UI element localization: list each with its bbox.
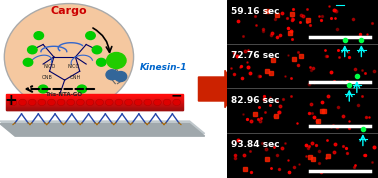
Bar [6, 109, 183, 110]
Circle shape [28, 46, 37, 54]
Bar [6, 100, 183, 101]
Circle shape [57, 99, 65, 106]
Circle shape [96, 99, 104, 106]
Circle shape [48, 99, 55, 106]
Circle shape [23, 58, 33, 66]
Circle shape [76, 99, 84, 106]
Bar [6, 105, 183, 106]
Bar [6, 107, 183, 108]
Text: ONB: ONB [42, 75, 53, 80]
Bar [227, 134, 378, 177]
Bar [6, 106, 183, 107]
Polygon shape [0, 121, 205, 134]
Circle shape [86, 32, 95, 40]
Text: 72.76 sec: 72.76 sec [231, 51, 280, 61]
Text: 82.96 sec: 82.96 sec [231, 96, 280, 105]
Circle shape [19, 99, 26, 106]
Circle shape [153, 99, 161, 106]
Bar [6, 94, 183, 95]
Circle shape [173, 99, 181, 106]
Bar [6, 99, 183, 100]
Bar [227, 45, 378, 88]
Bar [6, 101, 183, 102]
Circle shape [163, 99, 171, 106]
Circle shape [4, 4, 133, 110]
Circle shape [67, 99, 74, 106]
Bar [6, 95, 183, 96]
Text: 59.16 sec: 59.16 sec [231, 7, 280, 16]
Bar [227, 90, 378, 133]
Text: −: − [171, 88, 183, 102]
Circle shape [107, 53, 126, 69]
Circle shape [86, 99, 94, 106]
Circle shape [38, 85, 48, 93]
Bar [6, 96, 183, 97]
Text: Cargo: Cargo [51, 6, 87, 16]
Bar [227, 1, 378, 44]
Circle shape [34, 32, 43, 40]
Bar [6, 103, 183, 104]
Circle shape [77, 85, 87, 93]
Bar [6, 97, 183, 98]
Circle shape [92, 46, 102, 54]
Bar [6, 104, 183, 105]
Text: 93.84 sec: 93.84 sec [231, 140, 280, 150]
Circle shape [28, 99, 36, 106]
Text: Kinesin-1: Kinesin-1 [140, 63, 187, 72]
Text: Tris-NTA-GO: Tris-NTA-GO [46, 92, 83, 97]
Circle shape [105, 99, 113, 106]
Text: NiCO: NiCO [67, 64, 79, 69]
Text: NiCO: NiCO [43, 64, 56, 69]
Circle shape [115, 99, 123, 106]
Circle shape [144, 99, 152, 106]
Bar [6, 98, 183, 99]
Bar [6, 108, 183, 109]
Text: ONH: ONH [70, 75, 81, 80]
Text: +: + [5, 93, 17, 108]
Circle shape [38, 99, 46, 106]
Circle shape [134, 99, 142, 106]
Circle shape [106, 70, 118, 80]
Bar [6, 102, 183, 103]
Circle shape [9, 99, 17, 106]
Circle shape [115, 72, 127, 82]
Circle shape [96, 58, 106, 66]
Circle shape [125, 99, 132, 106]
Polygon shape [0, 124, 205, 136]
FancyArrow shape [198, 70, 236, 108]
